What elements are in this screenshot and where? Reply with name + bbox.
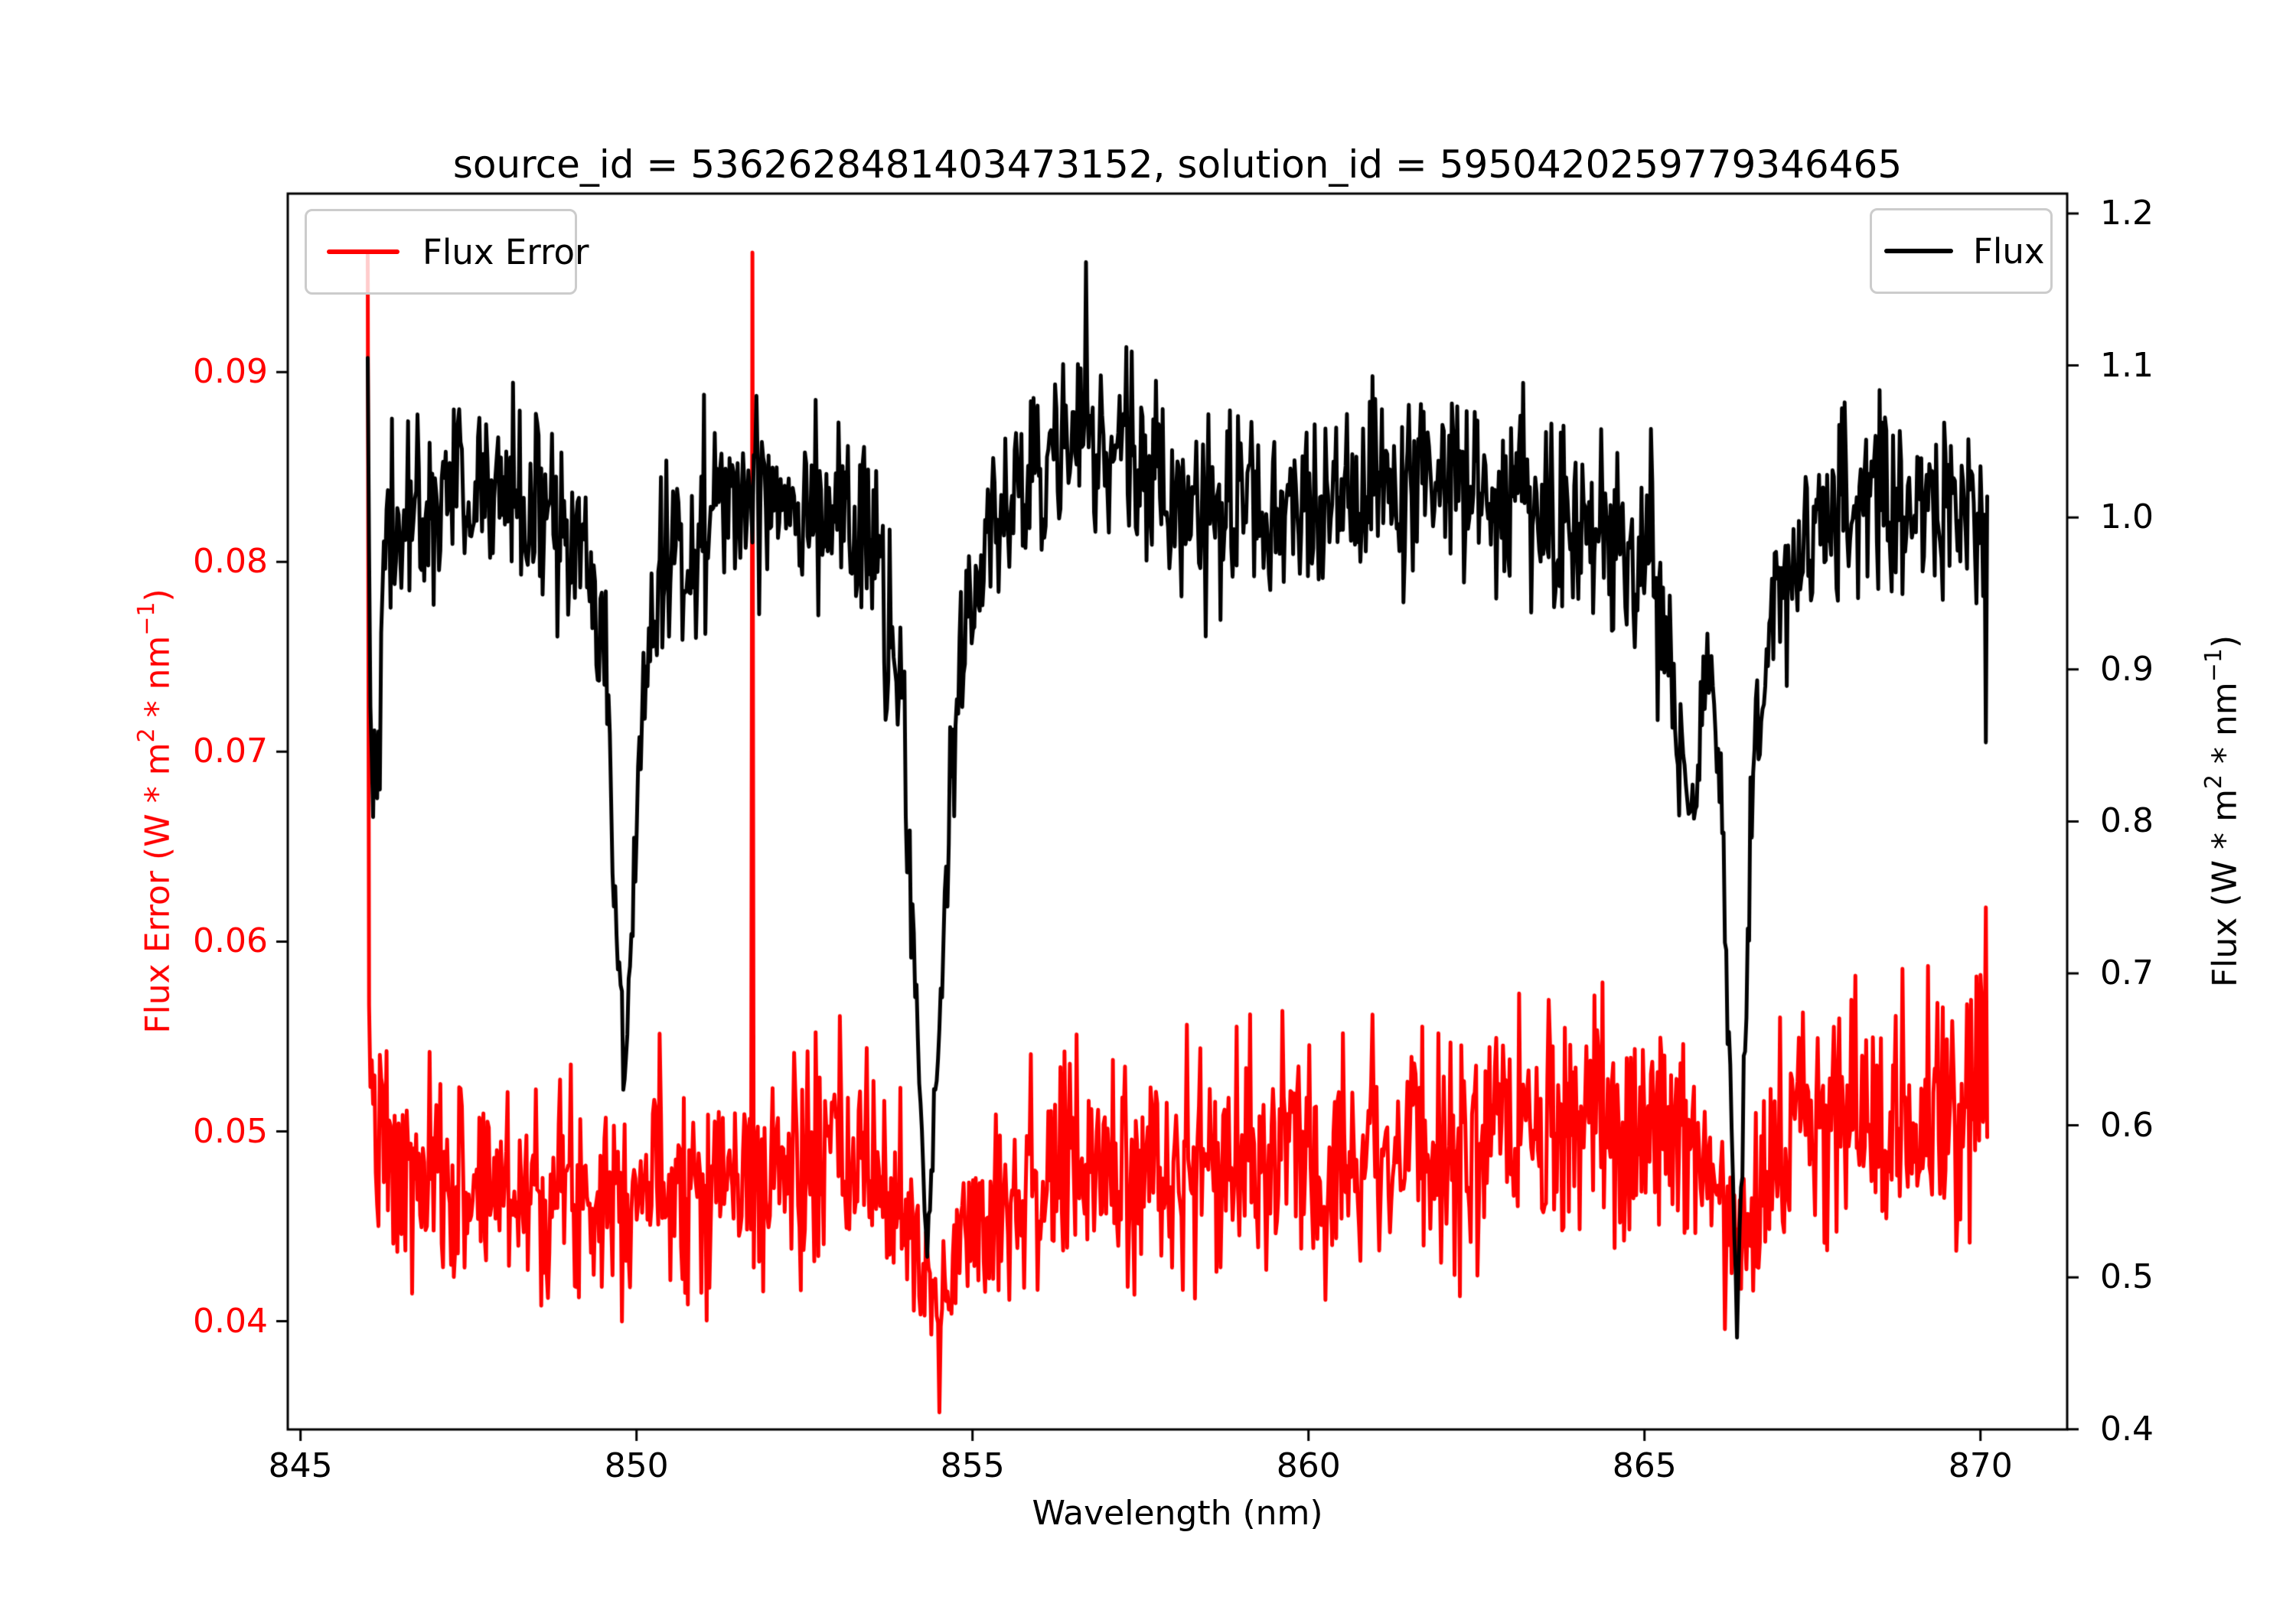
x-tick-label: 860 [1276,1446,1341,1485]
x-tick-label: 850 [604,1446,669,1485]
ylabel-part: −1 [133,601,161,636]
left-y-tick-label: 0.08 [193,542,268,582]
ylabel-part: ) [138,588,178,602]
flux-error-line-swatch [327,249,400,254]
right-y-tick-label: 0.6 [2100,1105,2154,1145]
plot-title: source_id = 5362628481403473152, solutio… [452,142,1903,187]
right-y-tick-label: 1.1 [2100,345,2154,385]
ylabel-part: * nm [138,635,178,729]
ylabel-part: ) [2205,634,2245,649]
right-y-tick-label: 1.0 [2100,497,2154,537]
ylabel-part: Flux Error (W * m [138,742,178,1034]
right-y-tick-label: 1.2 [2100,194,2154,233]
x-axis-label: Wavelength (nm) [1032,1494,1323,1533]
left-y-tick-label: 0.04 [193,1301,268,1341]
right-y-tick-label: 0.5 [2100,1257,2154,1297]
flux-line-swatch [1884,249,1953,253]
right-y-tick-label: 0.9 [2100,649,2154,689]
legend-flux-error-label: Flux Error [422,231,589,272]
legend-flux-error: Flux Error [305,209,589,295]
left-y-tick-label: 0.06 [193,921,268,961]
left-y-tick-label: 0.05 [193,1111,268,1151]
right-y-tick-label: 0.8 [2100,801,2154,841]
ylabel-part: * nm [2205,682,2245,775]
left-y-tick-label: 0.07 [193,732,268,771]
right-y-tick-label: 0.7 [2100,953,2154,993]
legend-flux: Flux [1870,208,2053,294]
left-y-axis-label: Flux Error (W * m2 * nm−1) [133,588,178,1034]
right-y-tick-label: 0.4 [2100,1409,2154,1449]
x-tick-label: 870 [1948,1446,2013,1485]
legend-flux-label: Flux [1973,230,2045,272]
x-tick-label: 845 [268,1446,333,1485]
x-tick-label: 865 [1612,1446,1677,1485]
ylabel-part: 2 [2200,774,2228,790]
x-tick-label: 855 [940,1446,1005,1485]
left-y-tick-label: 0.09 [193,352,268,392]
